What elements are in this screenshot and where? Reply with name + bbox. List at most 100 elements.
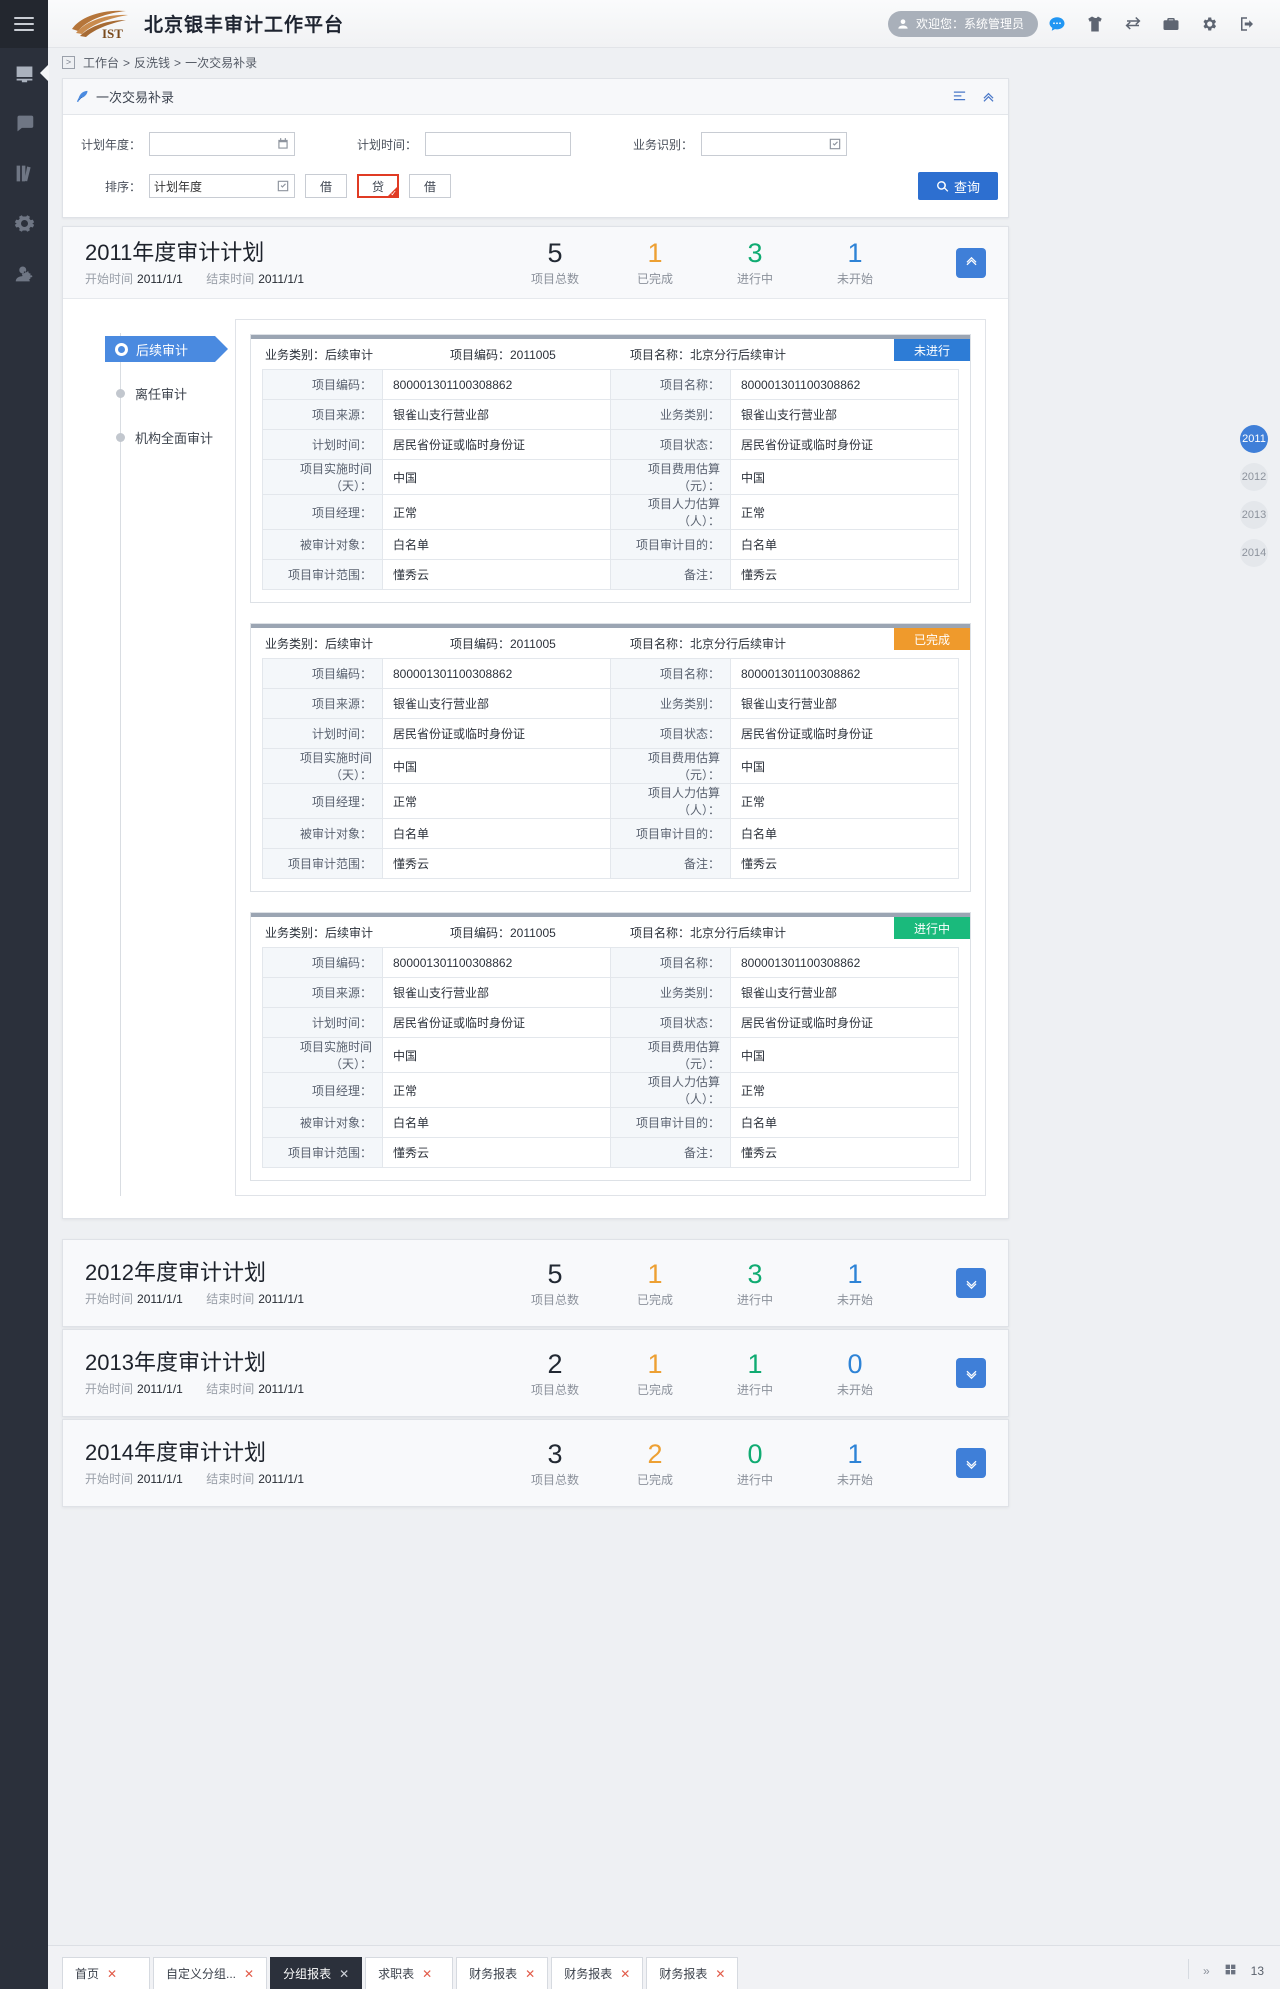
start-value: 2011/1/1: [137, 1292, 183, 1306]
audit-type-timeline: 后续审计 离任审计 机构全面审计: [85, 319, 235, 1196]
toggle-button-credit[interactable]: 贷: [357, 174, 399, 199]
timeline-item-followup-audit[interactable]: 后续审计: [85, 327, 235, 371]
logout-icon-button[interactable]: [1228, 8, 1266, 40]
cell-key: 项目人力估算（人）：: [610, 494, 731, 530]
cell-key: 项目审计范围：: [262, 848, 383, 879]
breadcrumb-item-0[interactable]: 工作台: [83, 56, 120, 70]
plan-dates: 开始时间 2011/1/1 结束时间 2011/1/1: [85, 1380, 485, 1397]
stat-done-label: 已完成: [636, 1292, 673, 1307]
plan-expand-button-2013[interactable]: [956, 1358, 986, 1388]
toolbox-icon-button[interactable]: [1152, 8, 1190, 40]
start-value: 2011/1/1: [137, 1382, 183, 1396]
biz-id-input[interactable]: [701, 132, 847, 156]
chevron-right-icon[interactable]: »: [1202, 1964, 1210, 1978]
year-chip-2011[interactable]: 2011: [1240, 425, 1268, 453]
stat-todo: 1 未开始: [805, 1439, 905, 1488]
plan-title-wrap: 2011年度审计计划 开始时间 2011/1/1 结束时间 2011/1/1: [85, 239, 485, 287]
cell-value: 懂秀云: [382, 559, 611, 590]
stat-todo-label: 未开始: [836, 1382, 873, 1397]
search-panel-body: 计划年度： 计划时间： 业务识别：: [63, 115, 1008, 217]
toggle-button-debit-1[interactable]: 借: [305, 174, 347, 198]
switch-icon-button[interactable]: [1114, 8, 1152, 40]
sidebar-item-user-admin[interactable]: [0, 248, 48, 298]
end-value: 2011/1/1: [258, 1382, 305, 1396]
check-icon[interactable]: [828, 137, 842, 151]
tab-finance-report-1[interactable]: 财务报表 ✕: [456, 1957, 549, 1989]
sort-select[interactable]: 计划年度: [149, 174, 295, 198]
filter-row-2: 排序： 计划年度 借 贷 借 查询: [73, 171, 998, 201]
tab-label: 财务报表: [659, 1967, 708, 1981]
tab-job-application[interactable]: 求职表 ✕: [365, 1957, 454, 1989]
logo-icon: IST: [64, 7, 138, 41]
check-icon[interactable]: [276, 179, 290, 193]
plan-time-input[interactable]: [425, 132, 571, 156]
stat-doing: 0 进行中: [705, 1439, 805, 1488]
cell-key: 项目状态：: [610, 1007, 731, 1038]
plan-year-input[interactable]: [149, 132, 295, 156]
welcome-badge[interactable]: 欢迎您：系统管理员: [887, 10, 1038, 37]
year-chip-2014[interactable]: 2014: [1240, 539, 1268, 567]
plan-collapse-button-2011[interactable]: [956, 247, 986, 278]
calendar-icon[interactable]: [276, 137, 290, 151]
search-button[interactable]: 查询: [917, 172, 998, 200]
cell-value: 800001301100308862: [382, 369, 611, 400]
project-name: 项目名称：北京分行后续审计: [630, 636, 787, 651]
plan-header-2012[interactable]: 2012年度审计计划 开始时间 2011/1/1 结束时间 2011/1/1 5 项…: [63, 1240, 1008, 1326]
filter-icon[interactable]: [952, 89, 967, 104]
collapse-icon[interactable]: [981, 89, 996, 104]
close-icon[interactable]: ✕: [422, 1966, 433, 1981]
menu-toggle-button[interactable]: [0, 0, 48, 48]
close-icon[interactable]: ✕: [339, 1966, 350, 1981]
cell-value: 懂秀云: [382, 1137, 611, 1168]
year-chip-2013[interactable]: 2013: [1240, 501, 1268, 529]
close-icon[interactable]: ✕: [107, 1966, 118, 1981]
end-label: 结束时间: [206, 271, 255, 286]
sidebar-item-workbench[interactable]: [0, 48, 48, 98]
cell-key: 计划时间：: [262, 718, 383, 749]
stat-total: 2 项目总数: [505, 1349, 605, 1398]
close-icon[interactable]: ✕: [620, 1966, 631, 1981]
breadcrumb-item-1[interactable]: 反洗钱: [134, 56, 171, 70]
cell-value: 正常: [730, 1072, 959, 1108]
timeline-item-full-audit[interactable]: 机构全面审计: [85, 415, 235, 459]
cell-key: 项目编码：: [262, 369, 383, 400]
plan-header-2014[interactable]: 2014年度审计计划 开始时间 2011/1/1 结束时间 2011/1/1 3 项…: [63, 1420, 1008, 1506]
skin-icon-button[interactable]: [1076, 8, 1114, 40]
project-code: 项目编码：2011005: [450, 925, 556, 940]
plan-card-2014: 2014年度审计计划 开始时间 2011/1/1 结束时间 2011/1/1 3 项…: [62, 1419, 1009, 1507]
close-icon[interactable]: ✕: [244, 1966, 255, 1981]
timeline-item-departure-audit[interactable]: 离任审计: [85, 371, 235, 415]
plan-header-2011[interactable]: 2011年度审计计划 开始时间 2011/1/1 结束时间 2011/1/1 5 项…: [63, 227, 1008, 299]
tab-finance-report-3[interactable]: 财务报表 ✕: [646, 1957, 739, 1989]
project-card: 业务类别：后续审计 项目编码：2011005 项目名称：北京分行后续审计 未进行…: [250, 334, 971, 603]
cell-key: 项目来源：: [262, 977, 383, 1008]
cell-key: 项目审计范围：: [262, 559, 383, 590]
stat-todo: 1 未开始: [805, 1259, 905, 1308]
tab-finance-report-2[interactable]: 财务报表 ✕: [551, 1957, 644, 1989]
sidebar-item-reports[interactable]: [0, 148, 48, 198]
toggle-button-debit-2[interactable]: 借: [409, 174, 451, 198]
chevron-up-icon: [966, 256, 976, 266]
close-icon[interactable]: ✕: [525, 1966, 536, 1981]
expand-icon[interactable]: >: [62, 56, 75, 69]
stat-done-label: 已完成: [636, 1382, 673, 1397]
cell-value: 懂秀云: [730, 848, 959, 879]
close-icon[interactable]: ✕: [715, 1966, 726, 1981]
tabbar-controls: » 13: [1187, 1959, 1280, 1989]
year-chip-2012[interactable]: 2012: [1240, 463, 1268, 491]
sidebar-item-messages[interactable]: [0, 98, 48, 148]
settings-icon-button[interactable]: [1190, 8, 1228, 40]
cell-value: 居民省份证或临时身份证: [382, 718, 611, 749]
plan-header-2013[interactable]: 2013年度审计计划 开始时间 2011/1/1 结束时间 2011/1/1 2 项…: [63, 1330, 1008, 1416]
chat-icon-button[interactable]: [1038, 8, 1076, 40]
project-biz-type: 业务类别：后续审计: [265, 347, 374, 362]
sidebar-item-settings[interactable]: [0, 198, 48, 248]
plan-expand-button-2014[interactable]: [956, 1448, 986, 1478]
tab-group-report[interactable]: 分组报表 ✕: [270, 1957, 363, 1989]
timeline-label: 离任审计: [135, 386, 188, 402]
plan-expand-button-2012[interactable]: [956, 1268, 986, 1298]
tab-custom-group[interactable]: 自定义分组... ✕: [153, 1957, 268, 1989]
tab-home[interactable]: 首页 ✕: [62, 1957, 150, 1989]
cell-key: 被审计对象：: [262, 529, 383, 560]
grid-icon[interactable]: [1224, 1963, 1237, 1979]
